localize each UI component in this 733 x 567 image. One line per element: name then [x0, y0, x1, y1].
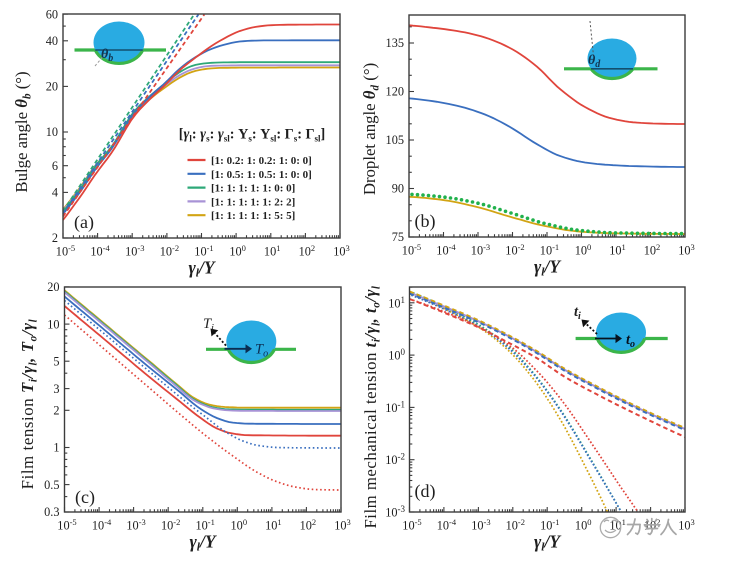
- svg-text:γl/Y: γl/Y: [188, 258, 216, 280]
- svg-text:[γl: γs: γsl: Υs: Υsl: Γs: Γsl: [γl: γs: γsl: Υs: Υsl: Γs: Γsl]: [179, 127, 326, 144]
- svg-text:1: 1: [53, 441, 59, 455]
- svg-text:ti: ti: [574, 304, 581, 322]
- svg-text:Bulge angle θb (°): Bulge angle θb (°): [12, 71, 33, 192]
- svg-text:[1: 1: 1: 1: 1: 2: 2]: [1: 1: 1: 1: 1: 2: 2]: [211, 196, 295, 208]
- svg-text:3: 3: [53, 382, 59, 396]
- svg-text:10: 10: [47, 317, 59, 331]
- svg-text:[1: 1: 1: 1: 1: 5: 5]: [1: 1: 1: 1: 1: 5: 5]: [211, 210, 295, 222]
- svg-text:40: 40: [46, 34, 58, 48]
- svg-text:γl/Y: γl/Y: [189, 532, 217, 554]
- svg-text:20: 20: [46, 80, 58, 94]
- svg-text:60: 60: [46, 7, 58, 21]
- svg-text:20: 20: [47, 280, 59, 294]
- svg-text:2: 2: [52, 231, 58, 245]
- svg-text:120: 120: [386, 85, 404, 99]
- svg-text:(b): (b): [415, 211, 436, 232]
- svg-text:(c): (c): [75, 487, 95, 508]
- svg-text:Droplet angle θd (°): Droplet angle θd (°): [360, 63, 381, 195]
- svg-text:105: 105: [386, 133, 404, 147]
- svg-text:γl/Y: γl/Y: [534, 257, 562, 279]
- svg-text:90: 90: [392, 182, 404, 196]
- svg-text:0.3: 0.3: [44, 505, 59, 519]
- svg-text:Film tension Ti/γl, To/γl: Film tension Ti/γl, To/γl: [18, 318, 39, 489]
- svg-text:4: 4: [52, 186, 58, 200]
- svg-text:Film mechanical tension ti/γl,: Film mechanical tension ti/γl, to/γl: [361, 285, 382, 528]
- svg-text:to: to: [626, 332, 635, 350]
- svg-text:[1: 1: 1: 1: 1: 0: 0]: [1: 1: 1: 1: 1: 0: 0]: [211, 183, 295, 195]
- svg-text:[1: 0.5: 1: 0.5: 1: 0: 0]: [1: 0.5: 1: 0.5: 1: 0: 0]: [211, 169, 312, 181]
- svg-text:10: 10: [46, 125, 58, 139]
- svg-text:75: 75: [392, 230, 404, 244]
- svg-text:2: 2: [53, 404, 59, 418]
- svg-text:(d): (d): [415, 481, 436, 502]
- svg-text:0.5: 0.5: [44, 478, 59, 492]
- svg-text:γl/Y: γl/Y: [534, 532, 562, 554]
- svg-text:[1: 0.2: 1: 0.2: 1: 0: 0]: [1: 0.2: 1: 0.2: 1: 0: 0]: [211, 155, 312, 167]
- svg-text:135: 135: [386, 36, 404, 50]
- svg-text:(a): (a): [74, 212, 94, 233]
- svg-text:5: 5: [53, 354, 59, 368]
- svg-text:Ti: Ti: [203, 316, 214, 334]
- svg-text:6: 6: [52, 159, 58, 173]
